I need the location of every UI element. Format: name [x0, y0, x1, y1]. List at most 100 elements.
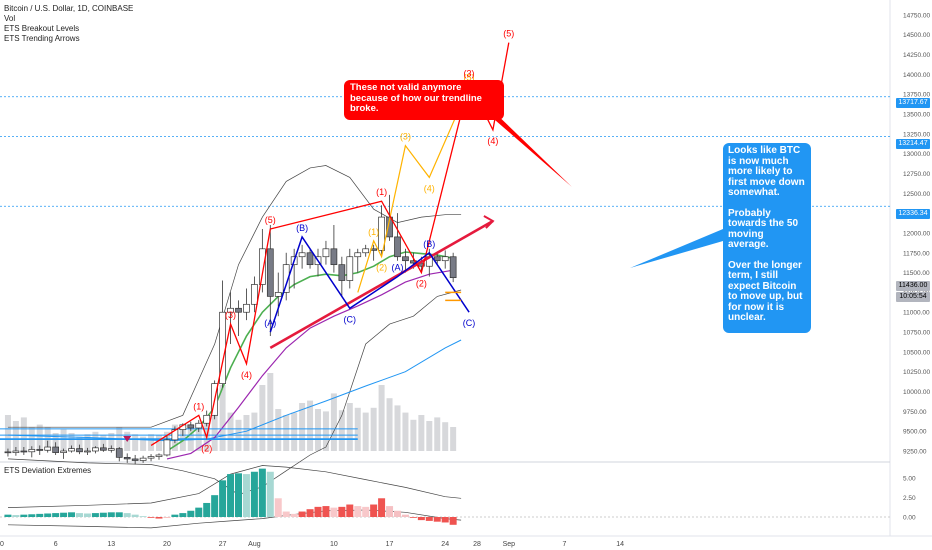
breakout-level-tag-3: 12336.34 [896, 209, 930, 219]
candle-body [171, 429, 179, 441]
red-wave-label: (3) [225, 310, 236, 320]
deviation-bar [298, 511, 306, 517]
deviation-bar [211, 495, 219, 517]
blue-annotation: Looks like BTC is now much more likely t… [723, 143, 811, 333]
deviation-bar [386, 506, 394, 517]
band-upper-line [8, 165, 462, 428]
price-tick-label: 14750.00 [903, 12, 930, 19]
deviation-bar [282, 511, 290, 517]
ma-purple-line [166, 269, 454, 460]
trendline [269, 219, 494, 350]
deviation-bar [76, 513, 83, 517]
price-tick-label: 10750.00 [903, 330, 930, 337]
deviation-bar [187, 510, 195, 517]
candle-body [99, 447, 107, 451]
deviation-lower-band [7, 509, 462, 529]
candle-body [155, 454, 163, 457]
volume-bar [378, 385, 385, 451]
volume-bar [283, 415, 290, 451]
volume-bar [52, 433, 59, 451]
candle-body [441, 256, 449, 262]
volume-bar [68, 433, 75, 451]
orange-wave-label: (1) [368, 227, 379, 237]
volume-bar [346, 403, 353, 451]
candle-body [76, 448, 83, 453]
volume-bar [132, 434, 139, 451]
time-tick-label: 30 [0, 541, 4, 548]
candle-body [298, 252, 306, 258]
volume-bar [36, 424, 43, 451]
candle-body [115, 448, 123, 458]
deviation-bar [68, 512, 76, 517]
blue-note-2: Probably towards the 50 moving average. [728, 207, 799, 250]
candle-body [394, 236, 401, 258]
orange-wave-label: (3) [400, 132, 411, 142]
deviation-bar [425, 517, 433, 521]
deviation-bar [394, 510, 401, 517]
deviation-bar [258, 468, 266, 517]
indicator-trending-arrows: ETS Trending Arrows [4, 34, 80, 43]
price-tick-label: 12500.00 [903, 191, 930, 198]
candle-body [131, 458, 139, 461]
deviation-bar [155, 517, 163, 519]
deviation-tick-label: 5.00 [903, 476, 916, 483]
candle-body [107, 448, 115, 451]
deviation-upper-band [7, 465, 462, 508]
red-annotation: These not valid anymore because of how o… [344, 80, 504, 120]
volume-bar [442, 422, 449, 451]
volume-bar [76, 436, 83, 451]
candle-body [227, 307, 234, 313]
deviation-bar [44, 513, 52, 517]
deviation-bar [449, 517, 457, 525]
red-wave-label: (4) [487, 136, 498, 146]
candle-body [362, 248, 370, 254]
deviation-bar [36, 513, 44, 517]
deviation-bar [107, 512, 115, 517]
volume-bar [307, 400, 314, 451]
deviation-bar [314, 506, 322, 517]
orange-wave-label: (4) [424, 183, 435, 193]
deviation-bar [171, 514, 179, 517]
blue-wave-label: (C) [463, 318, 476, 328]
time-tick-label: 27 [219, 541, 227, 548]
deviation-bar [4, 514, 12, 517]
deviation-bar [306, 509, 314, 517]
blue-wave-label: (B) [423, 239, 435, 249]
price-tick-label: 13750.00 [903, 92, 930, 99]
deviation-bar [354, 506, 362, 517]
breakout-level-tag-1: 13717.67 [896, 98, 930, 108]
volume-bar [12, 421, 19, 451]
blue-wave-label: (A) [264, 318, 276, 328]
volume-bar [211, 409, 218, 451]
volume-bar [322, 411, 329, 451]
deviation-bar [266, 471, 274, 517]
volume-bar [450, 427, 457, 451]
deviation-bar [417, 517, 425, 521]
price-tick-label: 11000.00 [903, 310, 930, 317]
indicator-breakout-levels: ETS Breakout Levels [4, 24, 80, 33]
volume-bar [140, 436, 147, 451]
blue-note-3: Over the longer term, I still expect Bit… [728, 259, 803, 323]
red-wave-label: (4) [241, 370, 252, 380]
symbol-title: Bitcoin / U.S. Dollar, 1D, COINBASE [4, 4, 134, 13]
volume-bar [330, 393, 337, 451]
orange-wave-line [357, 86, 470, 293]
deviation-bar [60, 512, 68, 517]
candle-body [187, 424, 195, 429]
price-tick-label: 13250.00 [903, 131, 930, 138]
candle-body [330, 248, 338, 266]
deviation-bar [28, 514, 36, 517]
time-tick-label: 10 [330, 541, 338, 548]
volume-bar [275, 409, 282, 451]
deviation-bar [219, 480, 227, 517]
candle-body [402, 256, 409, 262]
candle-body [354, 252, 362, 258]
deviation-bar [139, 516, 147, 518]
deviation-bar [52, 513, 60, 517]
deviation-bar [99, 512, 107, 517]
candle-body [449, 256, 457, 279]
blue-callout-pointer [630, 229, 723, 268]
price-tick-label: 9250.00 [903, 449, 927, 456]
deviation-bar [179, 513, 187, 517]
red-wave-label: (1) [193, 401, 204, 411]
